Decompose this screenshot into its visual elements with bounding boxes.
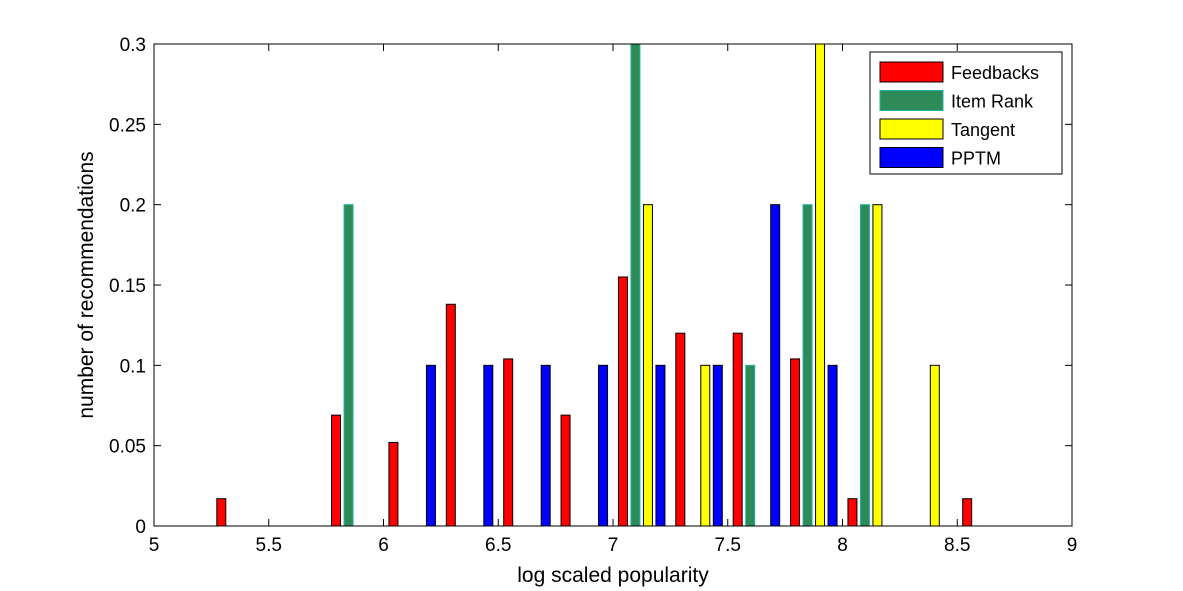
y-tick-label: 0.15	[109, 276, 146, 297]
x-tick-label: 9	[1067, 535, 1078, 556]
bar-feedbacks-11	[790, 358, 801, 527]
bar-item-rank-11	[802, 204, 813, 527]
legend-swatch-feedbacks	[879, 61, 944, 83]
bar-pptm-8	[655, 364, 666, 527]
y-axis-label: number of recommendations	[75, 151, 98, 418]
legend-label: Item Rank	[951, 92, 1034, 112]
bar-item-rank-12	[859, 204, 870, 527]
bar-feedbacks-5	[445, 303, 456, 527]
legend-swatch-tangent	[879, 118, 944, 140]
x-tick-label: 5.5	[256, 535, 282, 556]
x-tick-label: 7	[608, 535, 619, 556]
bar-feedbacks-8	[617, 276, 628, 527]
bar-feedbacks-9	[675, 332, 686, 527]
bar-feedbacks-3	[331, 414, 342, 527]
y-tick-label: 0.3	[120, 35, 146, 56]
bar-pptm-9	[712, 364, 723, 527]
bar-pptm-10	[770, 204, 781, 527]
bar-pptm-11	[827, 364, 838, 527]
y-tick-label: 0	[135, 517, 146, 538]
bar-feedbacks-4	[388, 441, 399, 527]
bar-feedbacks-1	[216, 498, 227, 527]
bar-tangent-13	[929, 364, 940, 527]
bar-feedbacks-12	[847, 498, 858, 527]
bar-item-rank-8	[630, 43, 641, 527]
bar-feedbacks-7	[560, 414, 571, 527]
bar-item-rank-10	[745, 364, 756, 527]
bar-feedbacks-6	[503, 358, 514, 527]
legend-label: PPTM	[951, 149, 1001, 169]
bar-pptm-6	[540, 364, 551, 527]
x-tick-label: 5	[149, 535, 160, 556]
bar-pptm-4	[425, 364, 436, 527]
legend-swatch-pptm	[879, 147, 944, 168]
bar-tangent-8	[642, 204, 653, 527]
x-axis-label: log scaled popularity	[517, 564, 709, 587]
x-tick-label: 8.5	[944, 535, 970, 556]
bar-tangent-11	[815, 43, 826, 527]
y-tick-label: 0.05	[109, 437, 146, 458]
x-tick-label: 6	[378, 535, 389, 556]
bar-feedbacks-10	[732, 332, 743, 527]
bar-pptm-5	[483, 364, 494, 527]
y-tick-label: 0.25	[109, 115, 146, 136]
bars-group	[216, 43, 973, 527]
y-tick-label: 0.1	[120, 356, 146, 377]
x-tick-label: 7.5	[715, 535, 741, 556]
bar-tangent-12	[872, 204, 883, 527]
ticks-group: 5 5.5 6 6.5 7 7.5 8 8.5 9 0 0.05 0.1 0.15 0.2 0.25 0.3	[109, 35, 1077, 556]
legend-label: Feedbacks	[951, 63, 1039, 83]
bar-item-rank-3	[343, 204, 354, 527]
bar-feedbacks-14	[962, 498, 973, 527]
legend-label: Tangent	[951, 120, 1015, 140]
bar-pptm-7	[598, 364, 609, 527]
legend-swatch-item-rank	[879, 90, 944, 111]
y-tick-label: 0.2	[120, 196, 146, 217]
bar-tangent-9	[700, 364, 711, 527]
x-tick-label: 6.5	[485, 535, 511, 556]
legend: Feedbacks Item Rank Tangent PPTM	[869, 51, 1063, 175]
x-tick-label: 8	[837, 535, 848, 556]
